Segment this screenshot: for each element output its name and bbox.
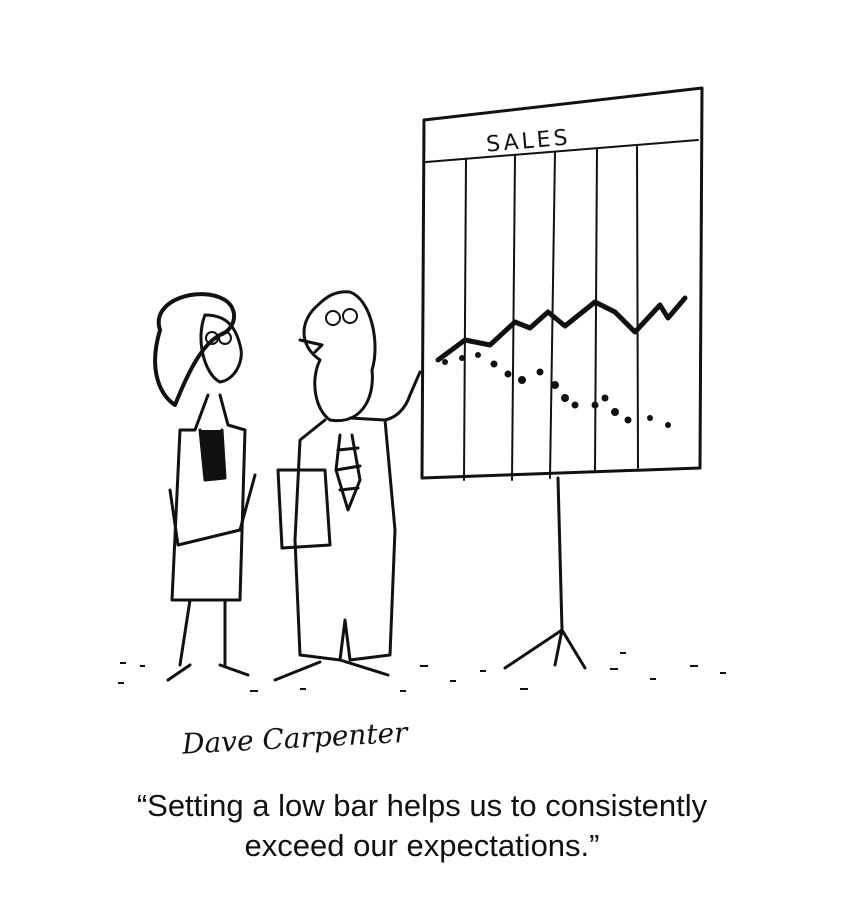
easel-stand <box>503 476 587 670</box>
artist-signature: Dave Carpenter <box>180 716 410 761</box>
actual-sales-line <box>435 295 688 363</box>
chart-title: SALES <box>485 125 571 157</box>
sales-chart-board: SALES <box>420 86 704 670</box>
floor-dots <box>118 652 726 692</box>
caption-line-1: “Setting a low bar helps us to consisten… <box>136 788 708 823</box>
expectation-dotted-line <box>442 352 671 428</box>
man-figure <box>273 290 422 682</box>
cartoon-caption: “Setting a low bar helps us to consisten… <box>0 786 844 866</box>
woman-figure <box>153 292 257 682</box>
caption-line-2: exceed our expectations.” <box>244 828 600 863</box>
